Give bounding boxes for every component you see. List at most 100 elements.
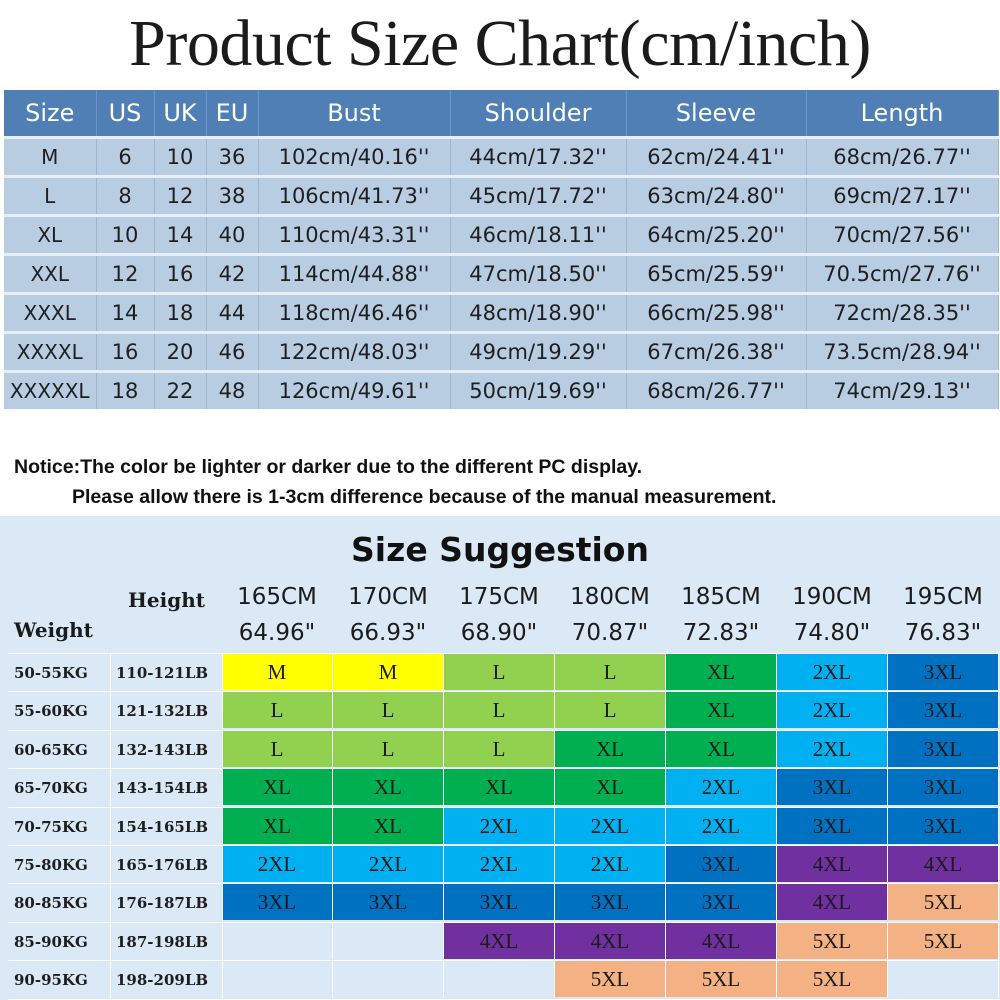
size-suggestion-cell: 5XL xyxy=(666,961,777,998)
size-chart-header-cell: EU xyxy=(206,90,259,138)
weight-lb-label: 110-121LB xyxy=(116,664,209,682)
size-suggestion-cell xyxy=(333,922,444,959)
size-chart-header-cell: Size xyxy=(4,90,97,138)
size-chart-cell: 6 xyxy=(96,136,155,177)
size-suggestion-cell: 5XL xyxy=(555,961,666,998)
size-chart-row: XXXXL 16 20 46 122cm/48.03'' 49cm/19.29'' 67cm… xyxy=(4,331,999,372)
size-chart-cell: XXXXL xyxy=(4,331,97,372)
size-chart-cell: 122cm/48.03'' xyxy=(258,331,451,372)
size-suggestion-cell: 4XL xyxy=(888,846,999,882)
size-chart-cell: XXXXXL xyxy=(4,370,97,409)
size-suggestion-cell: 2XL xyxy=(555,807,666,844)
grid-divider xyxy=(110,654,111,1000)
size-suggestion-cell: L xyxy=(333,692,444,729)
size-chart-cell: 12 xyxy=(96,253,155,294)
size-suggestion-cell: 3XL xyxy=(333,884,444,921)
size-suggestion-cell: 4XL xyxy=(555,922,666,959)
height-cm-label: 170CM xyxy=(348,584,428,610)
size-chart-header-cell: Shoulder xyxy=(450,90,627,138)
size-suggestion-title: Size Suggestion xyxy=(351,530,649,569)
grid-divider xyxy=(8,653,1000,654)
size-chart-header-cell: US xyxy=(96,90,155,138)
size-suggestion-cell: XL xyxy=(333,807,444,844)
size-suggestion-cell: 5XL xyxy=(888,884,999,921)
size-chart-cell: 20 xyxy=(154,331,207,372)
size-chart-cell: 70cm/27.56'' xyxy=(806,214,999,255)
size-chart-cell: 48 xyxy=(206,370,259,409)
height-cm-label: 165CM xyxy=(237,584,317,610)
size-suggestion-cell xyxy=(222,961,333,998)
size-chart-cell: M xyxy=(4,136,97,177)
size-chart-cell: 12 xyxy=(154,175,207,216)
height-cm-label: 195CM xyxy=(903,584,983,610)
weight-label: Weight xyxy=(14,618,93,642)
size-chart-cell: 68cm/26.77'' xyxy=(806,136,999,177)
size-chart-cell: 47cm/18.50'' xyxy=(450,253,627,294)
height-cm-label: 190CM xyxy=(792,584,872,610)
size-chart-cell: 49cm/19.29'' xyxy=(450,331,627,372)
size-suggestion-cell: 2XL xyxy=(777,654,888,690)
weight-lb-label: 154-165LB xyxy=(116,817,209,836)
size-suggestion-cell xyxy=(333,961,444,998)
weight-kg-label: 60-65KG xyxy=(14,740,88,759)
size-suggestion-cell: L xyxy=(222,730,333,767)
notice-line-2: Please allow there is 1-3cm difference b… xyxy=(72,486,777,508)
size-chart-row: XXXXXL 18 22 48 126cm/49.61'' 50cm/19.69'' 68c… xyxy=(4,370,999,409)
weight-lb-label: 132-143LB xyxy=(116,740,209,759)
size-suggestion-cell: M xyxy=(222,654,333,690)
suggestion-row: 80-85KG 176-187LB 3XL 3XL 3XL 3XL 3XL 4XL 5XL xyxy=(0,884,1000,922)
size-chart-cell: 44 xyxy=(206,292,259,333)
size-chart-cell: 44cm/17.32'' xyxy=(450,136,627,177)
notice-line-1: Notice:The color be lighter or darker du… xyxy=(14,456,643,478)
size-suggestion-cell: L xyxy=(222,692,333,729)
size-suggestion-cell: L xyxy=(333,730,444,767)
size-chart-cell: XXL xyxy=(4,253,97,294)
weight-lb-label: 198-209LB xyxy=(116,971,209,990)
size-chart-cell: 38 xyxy=(206,175,259,216)
weight-kg-label: 65-70KG xyxy=(14,779,88,798)
height-inch-label: 70.87" xyxy=(571,620,649,646)
size-suggestion-cell: 2XL xyxy=(333,846,444,882)
size-chart-cell: 48cm/18.90'' xyxy=(450,292,627,333)
weight-lb-label: 165-176LB xyxy=(116,856,209,874)
size-suggestion-cell: 2XL xyxy=(666,769,777,806)
size-chart-row: XL 10 14 40 110cm/43.31'' 46cm/18.11'' 64cm/25… xyxy=(4,214,999,255)
size-suggestion-cell: 3XL xyxy=(777,769,888,806)
size-chart-cell: 10 xyxy=(154,136,207,177)
size-chart-header-cell: Length xyxy=(806,90,999,138)
size-suggestion-cell: 3XL xyxy=(888,730,999,767)
grid-divider xyxy=(8,845,1000,846)
size-chart-header-cell: Bust xyxy=(258,90,451,138)
size-chart-cell: 66cm/25.98'' xyxy=(626,292,807,333)
size-chart-row: L 8 12 38 106cm/41.73'' 45cm/17.72'' 63cm/24.8… xyxy=(4,175,999,216)
size-suggestion-cell: 4XL xyxy=(666,922,777,959)
size-chart-cell: 10 xyxy=(96,214,155,255)
weight-lb-label: 176-187LB xyxy=(116,894,209,913)
size-suggestion-cell xyxy=(444,961,555,998)
size-chart-cell: 114cm/44.88'' xyxy=(258,253,451,294)
size-suggestion-cell: XL xyxy=(222,769,333,806)
size-suggestion-cell: 3XL xyxy=(444,884,555,921)
size-chart-cell: 36 xyxy=(206,136,259,177)
size-suggestion-cell: 3XL xyxy=(888,807,999,844)
size-suggestion-cell: 2XL xyxy=(222,846,333,882)
size-suggestion-cell: XL xyxy=(555,730,666,767)
size-suggestion-cell: L xyxy=(444,692,555,729)
weight-kg-label: 90-95KG xyxy=(14,971,88,990)
size-chart-cell: 16 xyxy=(154,253,207,294)
size-chart-cell: 126cm/49.61'' xyxy=(258,370,451,409)
size-chart-cell: 72cm/28.35'' xyxy=(806,292,999,333)
size-chart-cell: 73.5cm/28.94'' xyxy=(806,331,999,372)
size-suggestion-cell: 2XL xyxy=(777,730,888,767)
size-suggestion-cell: 3XL xyxy=(888,654,999,690)
size-chart-cell: 70.5cm/27.76'' xyxy=(806,253,999,294)
size-chart-cell: 69cm/27.17'' xyxy=(806,175,999,216)
height-cm-label: 180CM xyxy=(570,584,650,610)
notice-text: Notice:The color be lighter or darker du… xyxy=(14,452,1000,512)
size-chart-cell: L xyxy=(4,175,97,216)
size-suggestion-cell: M xyxy=(333,654,444,690)
size-chart-header-cell: UK xyxy=(154,90,207,138)
suggestion-row: 55-60KG 121-132LB L L L L XL 2XL 3XL xyxy=(0,692,1000,730)
size-suggestion-cell xyxy=(888,961,999,998)
size-suggestion-cell: L xyxy=(444,730,555,767)
